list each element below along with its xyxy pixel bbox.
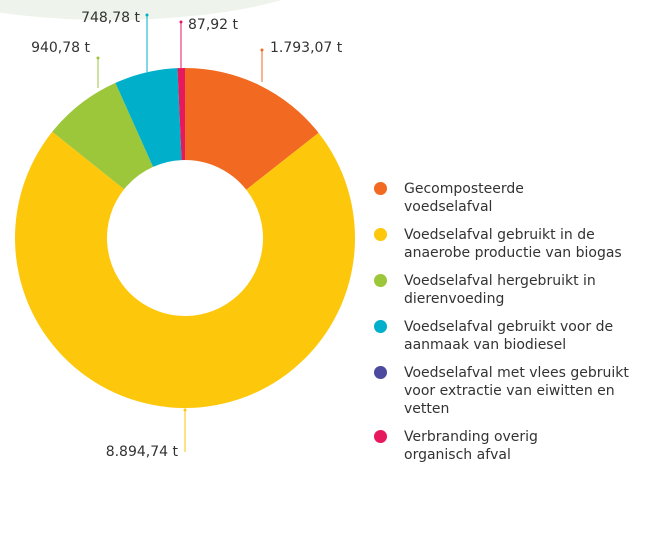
leader-dot	[96, 56, 100, 60]
legend-label: Gecomposteerde voedselafval	[404, 181, 524, 215]
data-label: 8.894,74 t	[106, 444, 179, 460]
donut-slice	[115, 68, 182, 167]
leader-dot	[183, 408, 187, 412]
legend-swatch	[374, 228, 387, 241]
legend-item: Voedselafval met vlees gebruikt voor ext…	[374, 364, 644, 418]
legend-swatch	[374, 182, 387, 195]
legend: Gecomposteerde voedselafval Voedselafval …	[374, 180, 644, 474]
legend-swatch	[374, 320, 387, 333]
legend-label: Voedselafval gebruikt voor de aanmaak va…	[404, 319, 614, 353]
legend-label: Voedselafval met vlees gebruikt voor ext…	[404, 365, 629, 417]
data-label: 1.793,07 t	[270, 40, 343, 56]
legend-item: Gecomposteerde voedselafval	[374, 180, 644, 216]
legend-item: Voedselafval gebruikt in de anaerobe pro…	[374, 226, 644, 262]
legend-swatch	[374, 430, 387, 443]
leader-dot	[260, 48, 264, 52]
donut-slice	[185, 68, 319, 190]
donut-slice	[177, 68, 185, 161]
data-label: 87,92 t	[188, 17, 239, 33]
legend-swatch	[374, 274, 387, 287]
legend-swatch	[374, 366, 387, 379]
data-label: 748,78 t	[81, 10, 140, 26]
legend-item: Voedselafval gebruikt voor de aanmaak va…	[374, 318, 644, 354]
background-shape	[0, 0, 282, 20]
donut-slice	[15, 131, 356, 409]
leader-dot	[179, 20, 183, 24]
legend-label: Voedselafval hergebruikt in dierenvoedin…	[404, 273, 596, 307]
legend-label: Voedselafval gebruikt in de anaerobe pro…	[404, 227, 622, 261]
legend-item: Verbranding overig organisch afval	[374, 428, 644, 464]
donut-slice	[52, 82, 154, 190]
legend-item: Voedselafval hergebruikt in dierenvoedin…	[374, 272, 644, 308]
legend-label: Verbranding overig organisch afval	[404, 429, 538, 463]
leader-dot	[145, 13, 149, 17]
data-label: 940,78 t	[31, 40, 90, 56]
